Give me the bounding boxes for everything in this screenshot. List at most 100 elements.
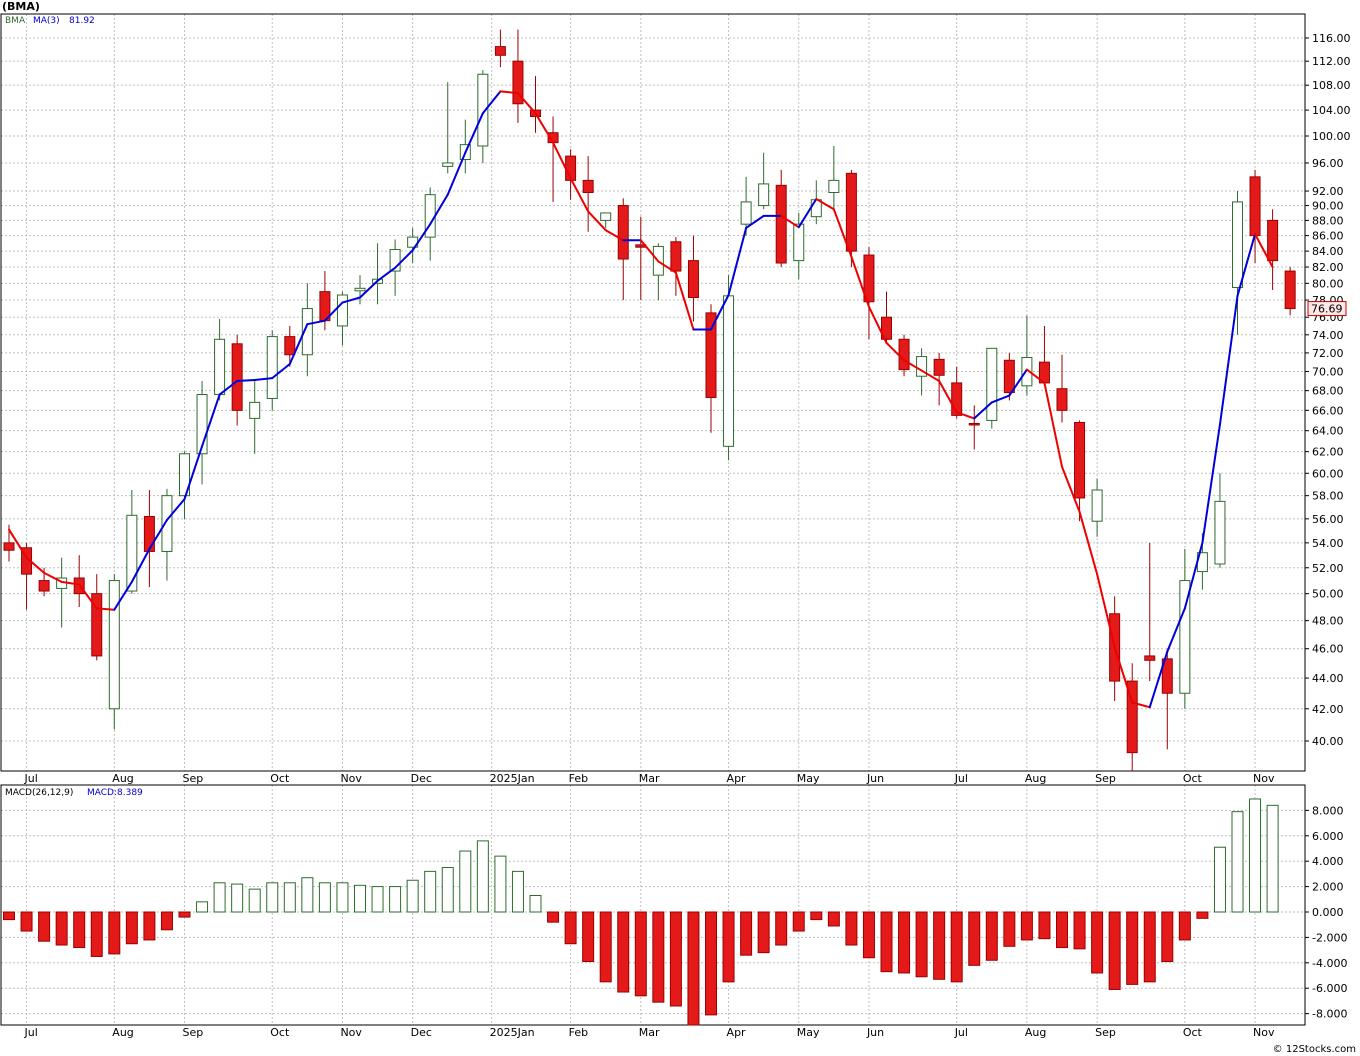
price-y-tick-label: 54.00 xyxy=(1312,537,1344,550)
macd-bar xyxy=(1056,911,1068,949)
macd-bar xyxy=(792,911,805,932)
ma3-segment xyxy=(359,279,379,299)
macd-y-tick-label: 4.000 xyxy=(1312,855,1344,868)
macd-y-axis: 8.000 6.000 4.000 2.000 0.000 -2.000 -4.000 -6.… xyxy=(1305,804,1347,1021)
price-y-tick-label: 88.00 xyxy=(1312,214,1344,227)
macd-legend: MACD(26,12,9) MACD:8.389 xyxy=(5,788,143,798)
x-tick-label: 2025Jan xyxy=(490,772,535,785)
price-y-tick-label: 74.00 xyxy=(1312,329,1344,342)
macd-bar xyxy=(652,911,665,1003)
macd-bar xyxy=(1108,911,1121,990)
x-tick-label: Sep xyxy=(183,1026,204,1039)
candle xyxy=(547,116,559,202)
macd-bar xyxy=(810,911,823,921)
x-tick-label: Oct xyxy=(270,772,290,785)
x-tick-label: Mar xyxy=(639,1026,660,1039)
macd-bar xyxy=(125,911,138,945)
macd-bar xyxy=(406,879,419,913)
candle xyxy=(1179,548,1191,709)
ma3-segment xyxy=(130,547,151,583)
candle xyxy=(494,29,506,68)
macd-y-tick-label: -4.000 xyxy=(1312,957,1347,970)
macd-bar xyxy=(90,911,103,957)
macd-bar xyxy=(582,911,595,963)
price-y-tick-label: 96.00 xyxy=(1312,157,1344,170)
ma3-segment xyxy=(569,177,590,213)
ma3-segment xyxy=(1025,368,1046,384)
macd-bar xyxy=(55,911,68,946)
macd-bar xyxy=(231,883,244,913)
candle xyxy=(863,247,875,340)
price-y-tick-label: 104.00 xyxy=(1312,104,1351,117)
macd-bar xyxy=(336,882,349,913)
price-y-tick-label: 92.00 xyxy=(1312,185,1344,198)
candles xyxy=(3,29,1296,772)
candle xyxy=(881,291,892,344)
ma3-segment xyxy=(376,266,397,282)
macd-bar xyxy=(547,911,560,923)
candle xyxy=(196,381,208,485)
x-tick-label: Aug xyxy=(112,1026,133,1039)
ma3-segment xyxy=(1236,233,1257,297)
macd-bar xyxy=(1231,811,1244,913)
macd-x-axis: Jul Aug Sep Oct Nov Dec 2025Jan Feb Mar Apr May Jun… xyxy=(24,1026,1275,1039)
candle xyxy=(73,555,85,608)
legend-ma-value: 81.92 xyxy=(69,16,95,26)
macd-bar xyxy=(160,911,173,931)
x-tick-label: Nov xyxy=(340,772,362,785)
x-tick-label: Feb xyxy=(569,772,588,785)
ma3-segment xyxy=(271,362,291,380)
macd-bar xyxy=(511,870,524,913)
ma3-segment xyxy=(8,528,28,559)
macd-y-tick-label: -2.000 xyxy=(1312,931,1347,944)
candle xyxy=(1074,420,1086,522)
candle xyxy=(143,489,155,588)
macd-bar xyxy=(1213,846,1226,913)
x-tick-label: Apr xyxy=(727,772,747,785)
macd-bar xyxy=(459,850,472,913)
ma3-segment xyxy=(832,208,853,258)
ma3-segment xyxy=(780,214,800,229)
credit-text: © 12Stocks.com xyxy=(1272,1044,1356,1055)
price-y-tick-label: 86.00 xyxy=(1312,230,1344,243)
candle xyxy=(530,76,541,133)
price-y-tick-label: 112.00 xyxy=(1312,55,1351,68)
candle xyxy=(916,348,928,396)
ma3-segment xyxy=(639,239,660,263)
ma3-segment xyxy=(113,580,133,611)
x-tick-label: Jun xyxy=(866,772,884,785)
ma3-segment xyxy=(201,393,221,448)
ma3-segment xyxy=(674,271,695,331)
macd-bar xyxy=(564,911,577,945)
ma3-segment xyxy=(534,112,555,144)
ma3-segment xyxy=(1043,381,1063,468)
candle xyxy=(1021,315,1033,396)
price-y-tick-label: 90.00 xyxy=(1312,200,1344,213)
macd-bar xyxy=(634,911,647,997)
macd-bar xyxy=(354,884,366,913)
candle xyxy=(214,318,226,401)
ma3-segment xyxy=(429,193,449,226)
candle xyxy=(635,216,647,301)
price-y-tick-label: 66.00 xyxy=(1312,404,1344,417)
macd-bar xyxy=(143,911,156,941)
ma3-segment xyxy=(657,260,677,274)
x-tick-label: Jul xyxy=(954,1026,968,1039)
macd-bar xyxy=(985,911,998,961)
price-y-tick-label: 42.00 xyxy=(1312,703,1344,716)
price-y-tick-label: 116.00 xyxy=(1312,32,1351,45)
candle xyxy=(91,574,103,661)
x-tick-label: Jul xyxy=(954,772,968,785)
price-y-tick-label: 50.00 xyxy=(1312,588,1344,601)
ma3-segment xyxy=(920,369,941,383)
macd-y-tick-label: 8.000 xyxy=(1312,804,1344,817)
x-tick-label: Nov xyxy=(1253,1026,1275,1039)
ma3-segment xyxy=(1218,294,1239,426)
ma3-segment xyxy=(815,197,835,211)
ma3-segment xyxy=(165,498,186,522)
price-y-tick-label: 84.00 xyxy=(1312,245,1344,258)
x-tick-label: Sep xyxy=(1095,1026,1116,1039)
x-tick-label: Oct xyxy=(1183,1026,1203,1039)
ma3-segment xyxy=(60,580,81,586)
